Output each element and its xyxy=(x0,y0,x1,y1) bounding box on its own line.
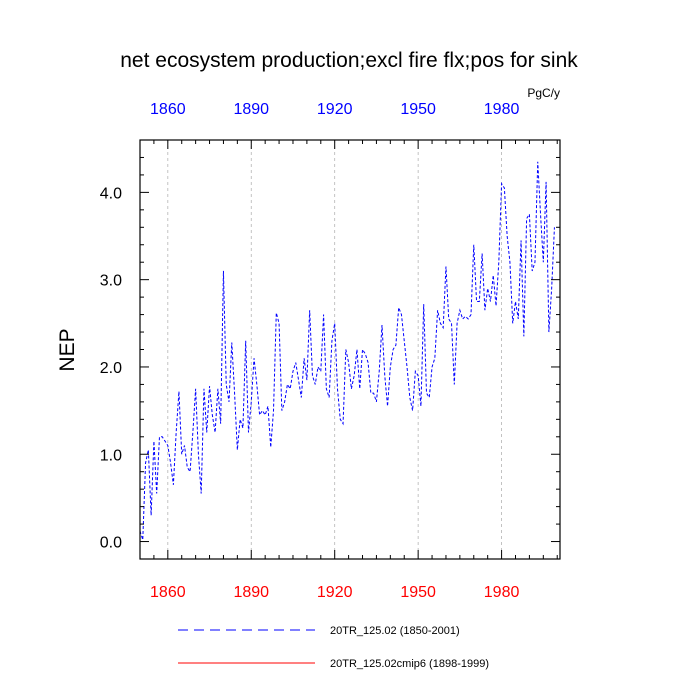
y-tick-label-0: 0.0 xyxy=(100,535,122,552)
x-tick-label-bottom-2: 1920 xyxy=(317,584,353,601)
grid-layer xyxy=(167,140,502,559)
x-tick-label-bottom-1: 1890 xyxy=(233,584,269,601)
y-tick-label-3: 3.0 xyxy=(100,273,122,290)
x-tick-label-bottom-0: 1860 xyxy=(150,584,186,601)
units-label: PgC/y xyxy=(527,86,560,100)
x-tick-label-bottom-4: 1980 xyxy=(484,584,520,601)
x-tick-label-top-0: 1860 xyxy=(150,101,186,118)
y-tick-label-1: 1.0 xyxy=(100,447,122,464)
y-axis-label: NEP xyxy=(56,328,79,371)
x-tick-label-top-1: 1890 xyxy=(233,101,269,118)
x-tick-label-top-4: 1980 xyxy=(484,101,520,118)
axis-layer: 1860 1860 1890 1890 1920 1920 1950 1950 1980 1980… xyxy=(100,101,560,601)
series-layer xyxy=(139,161,555,540)
legend-label-series-1: 20TR_125.02cmip6 (1898-1999) xyxy=(330,658,489,670)
y-tick-label-2: 2.0 xyxy=(100,360,122,377)
plot-frame xyxy=(139,139,561,560)
chart-title: net ecosystem production;excl fire flx;p… xyxy=(120,49,578,72)
x-tick-label-top-2: 1920 xyxy=(317,101,353,118)
legend-label-series-0: 20TR_125.02 (1850-2001) xyxy=(330,625,460,637)
y-tick-label-4: 4.0 xyxy=(100,185,122,202)
series-line-0 xyxy=(139,161,555,540)
legend: 20TR_125.02 (1850-2001) 20TR_125.02cmip6… xyxy=(178,625,489,670)
x-tick-label-top-3: 1950 xyxy=(400,101,436,118)
x-tick-label-bottom-3: 1950 xyxy=(400,584,436,601)
